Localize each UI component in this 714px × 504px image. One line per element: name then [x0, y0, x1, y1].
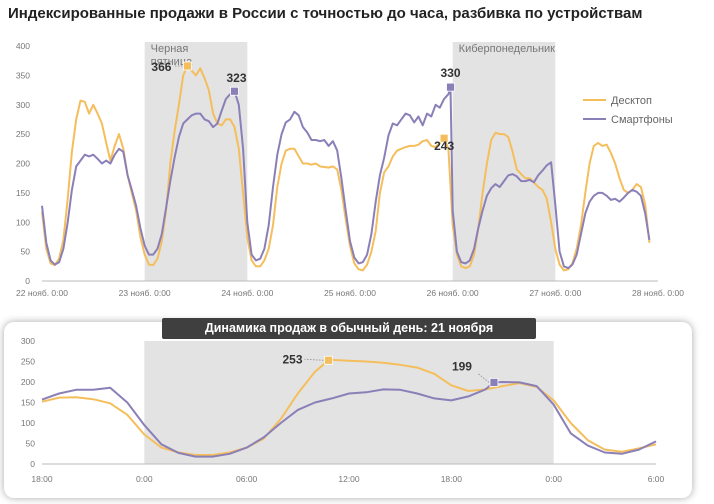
main-annotation-marker	[446, 82, 455, 92]
inset-x-tick-label: 18:00	[441, 474, 463, 484]
main-shaded-region	[452, 42, 556, 281]
inset-series-line-smartphone	[41, 381, 657, 458]
inset-annotation-label: 253	[283, 352, 303, 366]
inset-shaded-region	[144, 341, 554, 464]
main-annotation-marker	[439, 133, 449, 143]
main-y-tick-label: 100	[16, 217, 30, 227]
main-x-tick-label: 23 нояб. 0:00	[119, 288, 171, 298]
inset-y-tick-label: 300	[21, 336, 35, 346]
page-title: Индексированные продажи в России с точно…	[8, 5, 643, 22]
main-annotation-marker	[230, 86, 239, 96]
inset-panel: 0 50 100 150 200 250 300 18:00 0:00 06:00 12:00 18:…	[4, 322, 692, 498]
main-x-tick-label: 22 нояб. 0:00	[16, 288, 68, 298]
inset-y-tick-label: 50	[26, 439, 36, 449]
legend-label-desktop: Десктоп	[611, 95, 652, 107]
main-series-line-smartphone	[41, 86, 651, 270]
main-annotation-label: 330	[441, 66, 461, 80]
inset-annotation-marker	[489, 378, 499, 387]
main-x-tick-label: 26 нояб. 0:00	[427, 288, 479, 298]
inset-y-tick-label: 200	[21, 377, 35, 387]
inset-y-tick-label: 0	[30, 459, 35, 469]
inset-y-tick-label: 100	[21, 418, 35, 428]
main-x-tick-label: 24 нояб. 0:00	[221, 288, 273, 298]
inset-y-tick-label: 250	[21, 357, 35, 367]
inset-title: Динамика продаж в обычный день: 21 ноябр…	[162, 318, 536, 339]
inset-x-tick-label: 06:00	[236, 474, 258, 484]
main-annotation-label: 366	[151, 60, 171, 74]
inset-sales-chart: 0 50 100 150 200 250 300 18:00 0:00 06:00 12:00 18:…	[21, 336, 665, 484]
main-annotation-label: 243	[434, 139, 454, 153]
inset-annotation-label: 199	[452, 359, 472, 373]
main-annotation-marker	[183, 61, 192, 71]
inset-annotation-leader	[304, 358, 324, 361]
inset-x-tick-label: 6:00	[648, 474, 665, 484]
main-y-tick-label: 350	[16, 70, 30, 80]
inset-x-tick-label: 0:00	[136, 474, 153, 484]
main-x-tick-label: 28 нояб. 0:00	[632, 288, 684, 298]
main-y-tick-label: 150	[16, 188, 30, 198]
main-series-line-desktop	[41, 65, 651, 272]
main-x-tick-label: 27 нояб. 0:00	[529, 288, 581, 298]
main-y-tick-label: 250	[16, 129, 30, 139]
main-y-tick-label: 400	[16, 41, 30, 51]
inset-x-tick-label: 12:00	[338, 474, 360, 484]
main-region-label: Киберпонедельник	[459, 43, 556, 55]
main-y-tick-label: 50	[21, 247, 31, 257]
main-y-tick-label: 200	[16, 159, 30, 169]
main-x-tick-label: 25 нояб. 0:00	[324, 288, 376, 298]
inset-series-line-desktop	[41, 358, 657, 456]
main-annotation-label: 323	[226, 71, 246, 85]
main-sales-chart: Черная пятница Киберпонедельник 0 50 100 150 20…	[16, 41, 684, 298]
main-region-label: Черная пятница	[151, 43, 193, 68]
main-y-tick-label: 0	[25, 276, 30, 286]
legend-label-smartphone: Смартфоны	[611, 114, 673, 126]
main-y-tick-label: 300	[16, 100, 30, 110]
inset-y-tick-label: 150	[21, 398, 35, 408]
inset-annotation-leader	[477, 373, 490, 383]
inset-x-tick-label: 0:00	[545, 474, 562, 484]
inset-annotation-marker	[324, 355, 333, 365]
inset-x-tick-label: 18:00	[31, 474, 53, 484]
